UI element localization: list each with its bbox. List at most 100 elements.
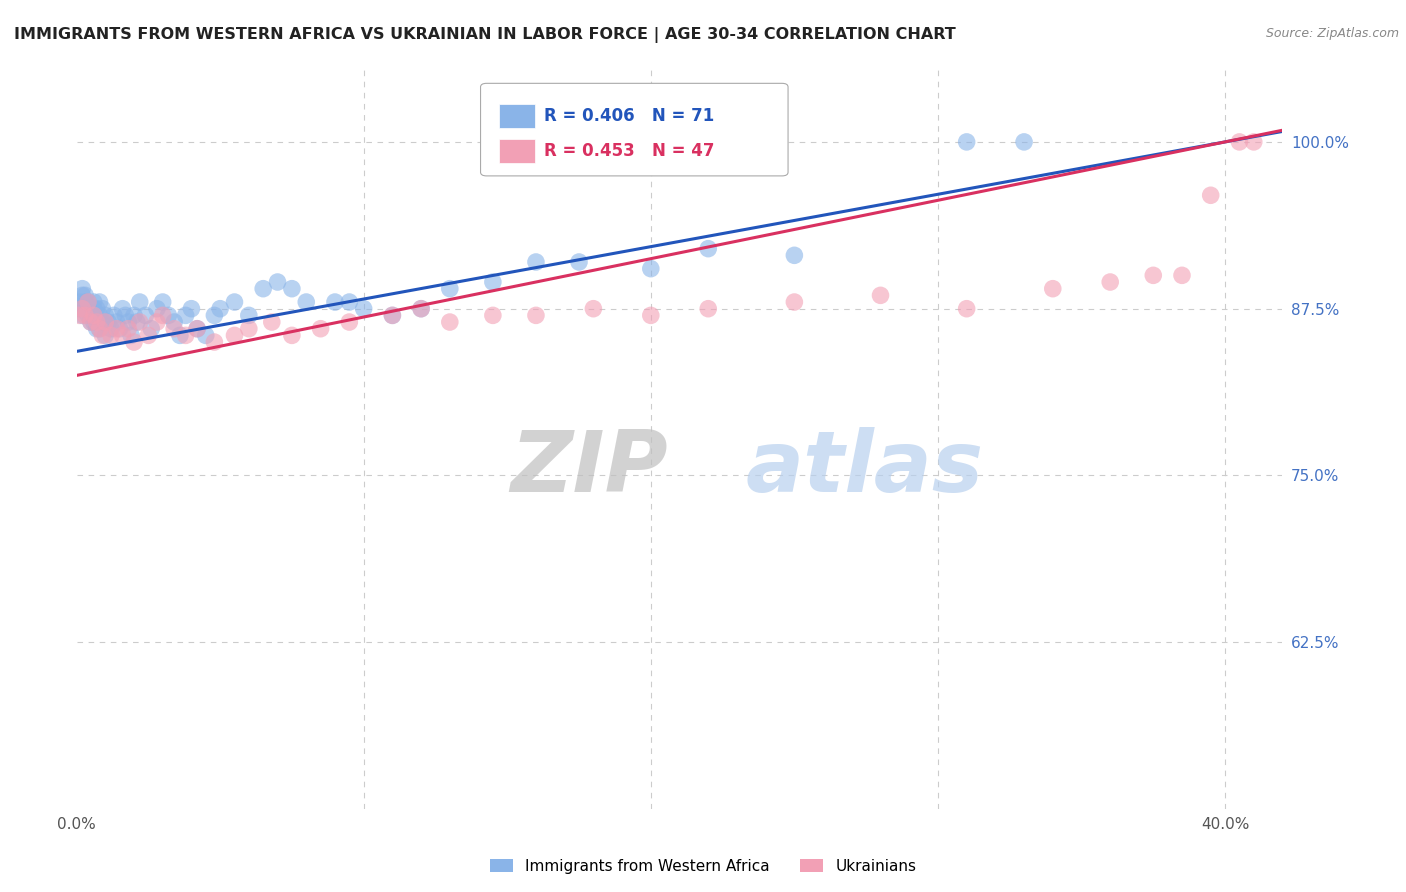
Point — [482, 275, 505, 289]
Point — [75, 295, 97, 310]
Point — [381, 309, 404, 323]
Point — [94, 309, 117, 323]
Point — [91, 301, 114, 316]
Point — [697, 242, 720, 256]
Point — [640, 309, 662, 323]
Point — [783, 248, 806, 262]
Point — [202, 334, 225, 349]
Point — [956, 135, 979, 149]
Point — [439, 282, 461, 296]
Text: atlas: atlas — [745, 427, 984, 510]
Point — [174, 328, 197, 343]
Point — [83, 309, 105, 323]
Point — [97, 315, 120, 329]
Point — [1012, 135, 1035, 149]
Point — [169, 328, 191, 343]
Point — [67, 301, 90, 316]
Point — [108, 322, 131, 336]
Point — [125, 315, 148, 329]
Point — [337, 315, 360, 329]
Point — [174, 309, 197, 323]
Text: R = 0.406   N = 71: R = 0.406 N = 71 — [544, 107, 714, 125]
Point — [83, 295, 105, 310]
Point — [568, 255, 591, 269]
Point — [238, 322, 260, 336]
Point — [72, 282, 94, 296]
Point — [146, 301, 169, 316]
Text: IMMIGRANTS FROM WESTERN AFRICA VS UKRAINIAN IN LABOR FORCE | AGE 30-34 CORRELATI: IMMIGRANTS FROM WESTERN AFRICA VS UKRAIN… — [14, 27, 956, 43]
Point — [89, 322, 111, 336]
FancyBboxPatch shape — [481, 83, 787, 176]
Point — [186, 322, 208, 336]
Point — [89, 309, 111, 323]
Point — [86, 322, 108, 336]
Point — [163, 315, 186, 329]
Point — [80, 301, 103, 316]
Point — [281, 282, 304, 296]
Point — [697, 301, 720, 316]
Text: ZIP: ZIP — [510, 427, 668, 510]
Point — [1243, 135, 1265, 149]
Point — [194, 328, 217, 343]
Point — [381, 309, 404, 323]
Point — [252, 282, 274, 296]
Point — [146, 315, 169, 329]
Point — [524, 309, 547, 323]
Point — [783, 295, 806, 310]
Point — [1042, 282, 1064, 296]
Point — [128, 295, 150, 310]
Point — [209, 301, 232, 316]
Point — [1229, 135, 1251, 149]
Point — [180, 301, 202, 316]
Point — [353, 301, 375, 316]
Point — [91, 315, 114, 329]
Point — [77, 295, 100, 310]
Point — [83, 301, 105, 316]
Point — [111, 301, 134, 316]
Point — [337, 295, 360, 310]
Point — [77, 309, 100, 323]
Point — [323, 295, 346, 310]
Point — [114, 309, 136, 323]
Point — [869, 288, 891, 302]
Point — [75, 301, 97, 316]
Point — [411, 301, 433, 316]
Point — [956, 301, 979, 316]
Point — [72, 309, 94, 323]
Point — [640, 261, 662, 276]
Point — [72, 288, 94, 302]
Point — [260, 315, 283, 329]
Point — [105, 315, 128, 329]
Point — [67, 295, 90, 310]
Point — [152, 309, 174, 323]
Point — [94, 315, 117, 329]
Point — [86, 315, 108, 329]
Point — [266, 275, 288, 289]
Point — [1171, 268, 1194, 283]
Point — [122, 309, 145, 323]
Point — [128, 315, 150, 329]
Point — [111, 328, 134, 343]
Point — [1099, 275, 1122, 289]
Point — [91, 328, 114, 343]
Point — [224, 295, 246, 310]
Point — [80, 315, 103, 329]
Legend: Immigrants from Western Africa, Ukrainians: Immigrants from Western Africa, Ukrainia… — [484, 853, 922, 880]
Point — [524, 255, 547, 269]
Point — [1142, 268, 1164, 283]
Point — [439, 315, 461, 329]
Point — [411, 301, 433, 316]
Point — [134, 309, 156, 323]
Point — [482, 309, 505, 323]
Point — [138, 328, 160, 343]
Point — [72, 301, 94, 316]
Point — [224, 328, 246, 343]
Point — [309, 322, 332, 336]
Point — [202, 309, 225, 323]
Point — [117, 322, 139, 336]
Point — [80, 315, 103, 329]
Point — [86, 301, 108, 316]
Point — [281, 328, 304, 343]
Point — [186, 322, 208, 336]
Point — [89, 295, 111, 310]
